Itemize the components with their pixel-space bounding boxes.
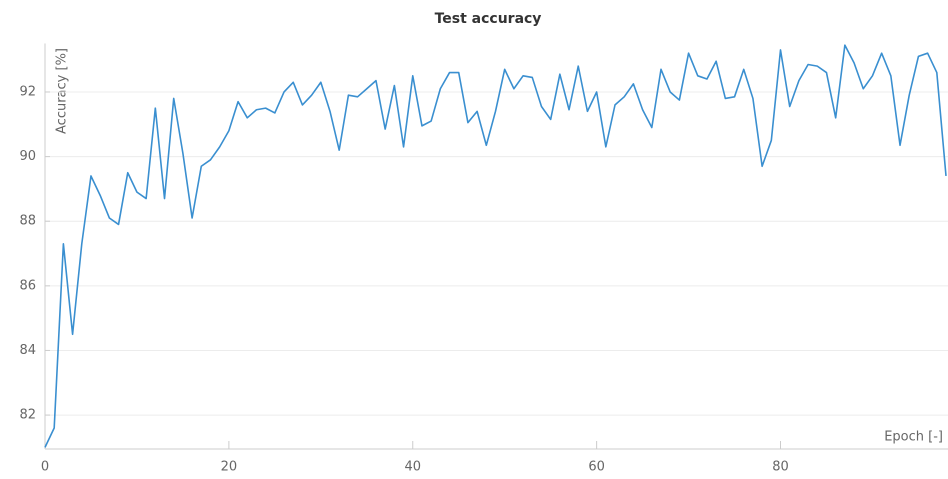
y-tick-label: 84 xyxy=(19,343,36,358)
y-axis-label: Accuracy [%] xyxy=(55,48,70,134)
x-axis-label: Epoch [-] xyxy=(884,430,943,445)
data-line xyxy=(44,44,947,448)
y-tick-label: 92 xyxy=(19,84,36,99)
x-tick-label: 20 xyxy=(221,460,238,475)
y-tick-label: 90 xyxy=(19,149,36,164)
x-tick-label: 0 xyxy=(41,460,49,475)
y-tick-label: 82 xyxy=(19,408,36,423)
x-tick-label: 60 xyxy=(588,460,605,475)
x-tick-label: 80 xyxy=(772,460,789,475)
y-tick-label: 86 xyxy=(19,278,36,293)
chart-title: Test accuracy xyxy=(435,11,542,27)
x-tick-label: 40 xyxy=(404,460,421,475)
y-tick-label: 88 xyxy=(19,214,36,229)
